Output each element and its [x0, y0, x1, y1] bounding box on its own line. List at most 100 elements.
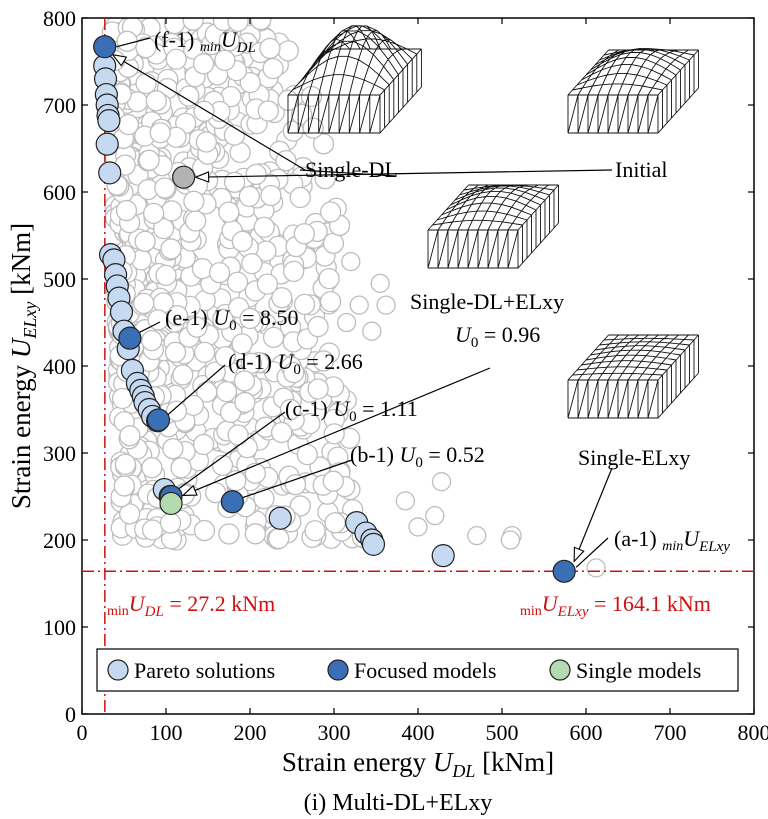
solution-point [135, 72, 157, 95]
solution-point [362, 321, 382, 341]
solution-point [218, 30, 240, 52]
solution-point [244, 462, 266, 484]
legend-entry: Pareto solutions [134, 658, 275, 683]
solution-point [218, 201, 240, 223]
solution-point [314, 168, 336, 190]
legend-marker [327, 659, 349, 681]
solution-point [271, 287, 293, 309]
arrow-initial-head [194, 171, 210, 183]
solution-point [141, 457, 163, 479]
solution-point [239, 307, 261, 330]
solution-point [149, 122, 171, 144]
min-uelxy-label: minUELxy = 164.1 kNm [520, 591, 711, 620]
solution-point [208, 262, 231, 284]
solution-point [234, 391, 256, 414]
solution-point [233, 370, 256, 392]
solution-point [141, 519, 164, 541]
y-axis-label: Strain energy UELxy [kNm] [6, 223, 40, 509]
solution-point [172, 364, 194, 386]
solution-point [160, 238, 182, 260]
leader-f [116, 37, 151, 48]
solution-point [253, 487, 275, 510]
solution-point [145, 90, 167, 112]
solution-point [268, 527, 290, 550]
y-tick-label: 0 [65, 702, 76, 727]
arrow-single-elxy-head [573, 546, 585, 563]
figure-caption: (i) Multi-DL+ELxy [304, 790, 493, 816]
solution-point [312, 350, 335, 372]
solution-point [192, 433, 215, 456]
solution-point [238, 185, 261, 208]
x-tick-label: 700 [654, 720, 687, 745]
structure-thumbnails [287, 25, 699, 419]
legend-entry: Focused models [354, 658, 496, 683]
solution-point [214, 345, 237, 368]
x-tick-label: 0 [77, 720, 88, 745]
x-tick-label: 100 [150, 720, 183, 745]
solution-point [186, 316, 208, 338]
arrow-single-dl [112, 54, 306, 171]
annotation-e-1: (e-1) U0 = 8.50 [165, 305, 299, 334]
solution-point [164, 341, 187, 363]
legend: Pareto solutions Focused models Single mod… [96, 648, 739, 692]
focused-point [552, 559, 576, 583]
solution-point [231, 230, 253, 253]
solution-point [336, 312, 357, 333]
single-dl-elxy-structure-wire [427, 184, 559, 269]
solution-point [227, 424, 249, 446]
solution-point [155, 264, 177, 286]
label-single-dl-elxy: Single-DL+ELxy [410, 289, 564, 314]
single-dl-structure-wire [287, 25, 422, 134]
y-tick-label: 300 [43, 441, 76, 466]
pareto-point [268, 506, 292, 530]
solution-point [349, 295, 369, 315]
solution-point [259, 37, 281, 60]
solution-point [227, 18, 249, 32]
pareto-point [98, 161, 122, 185]
single-dl-structure [287, 25, 422, 134]
solution-point [408, 517, 428, 537]
solution-point [218, 523, 240, 545]
solution-point [323, 423, 345, 445]
solution-point [318, 267, 340, 290]
annotation-a-1: (a-1) minUELxy [614, 526, 730, 555]
solution-point [154, 177, 176, 199]
single-dl-elxy-structure [427, 184, 559, 269]
solution-point [467, 526, 487, 546]
solution-point [586, 558, 606, 578]
y-tick-label: 500 [43, 267, 76, 292]
y-tick-label: 600 [43, 180, 76, 205]
solution-point [291, 103, 313, 125]
initial-structure-wire [567, 48, 699, 134]
solution-point [182, 18, 204, 31]
x-tick-label: 200 [234, 720, 267, 745]
leader-d [166, 364, 226, 417]
solution-point [223, 171, 246, 193]
solution-point [226, 271, 249, 293]
solution-point [284, 474, 307, 496]
label-single-elxy: Single-ELxy [578, 445, 690, 470]
legend-box [96, 648, 739, 692]
solution-point [165, 48, 187, 70]
solution-point [212, 308, 234, 330]
annotation-c-1: (c-1) U0 = 1.11 [285, 396, 418, 425]
solution-point [185, 210, 207, 232]
solution-point [293, 223, 315, 245]
solution-point [293, 293, 316, 316]
leader-b [242, 459, 353, 499]
pareto-point [431, 544, 455, 568]
solution-point [231, 333, 253, 355]
solution-point [239, 71, 261, 94]
solution-point [307, 378, 329, 400]
solution-point [159, 512, 182, 534]
arrow-initial [195, 169, 613, 178]
plot-frame: 0 100 200 300 400 500 600 700 800 0 100 200 300 400 50… [6, 6, 768, 816]
label-initial: Initial [615, 157, 668, 182]
solution-point [260, 184, 282, 207]
annotation-d-1: (d-1) U0 = 2.66 [228, 349, 363, 378]
solution-point [115, 199, 138, 222]
solution-point [262, 57, 284, 80]
solution-point [279, 398, 302, 421]
solution-point [324, 512, 346, 534]
line-single-dl [299, 169, 396, 177]
